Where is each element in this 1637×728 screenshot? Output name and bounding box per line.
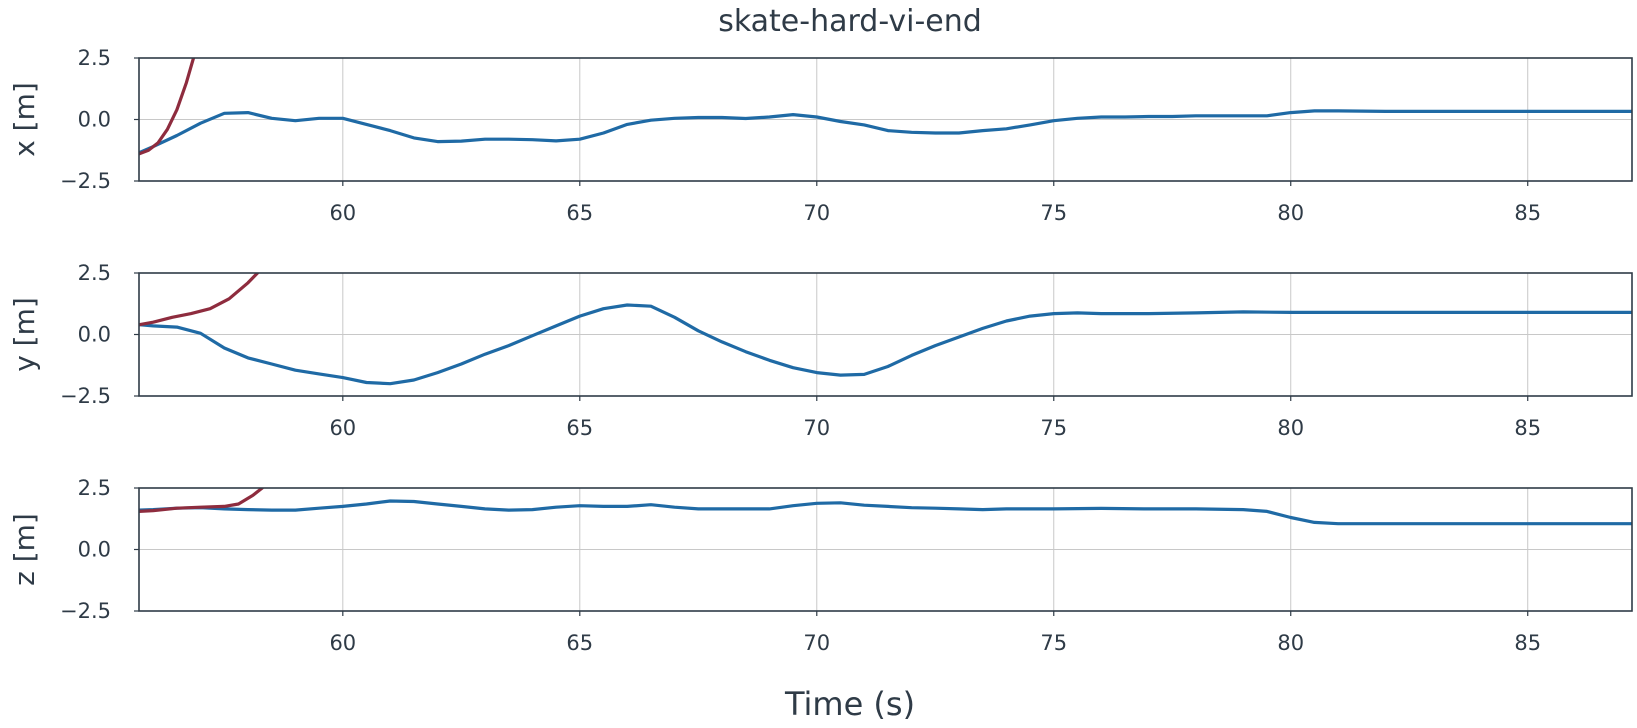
axes-frame [138, 57, 1633, 182]
series-line-x-0 [139, 109, 1632, 155]
x-tick-label: 70 [803, 416, 830, 440]
subplot-y: 60 65 70 75 80 85 2.5 0.0 −2.5 y [m] [8, 261, 1633, 440]
x-tick-label: 60 [329, 416, 356, 440]
y-tick-label: −2.5 [60, 169, 111, 193]
y-tick-label: 0.0 [78, 538, 111, 562]
x-tick-label: 85 [1514, 416, 1541, 440]
axes-frame [138, 487, 1633, 612]
subplot-x: 60 65 70 75 80 85 2.5 0.0 −2.5 x [m] [8, 46, 1633, 225]
x-tick-label: 75 [1040, 201, 1067, 225]
series-line-z-0 [139, 499, 1632, 526]
series-line-y-1 [139, 273, 260, 327]
y-tick-label: −2.5 [60, 384, 111, 408]
y-tick-label: 2.5 [78, 476, 111, 500]
y-tick-label: 2.5 [78, 261, 111, 285]
x-tick-label: 65 [566, 201, 593, 225]
x-tick-label: 65 [566, 631, 593, 655]
y-axis-label: z [m] [8, 513, 41, 586]
axes-frame [138, 272, 1633, 397]
y-tick-label: 2.5 [78, 46, 111, 70]
x-tick-label: 80 [1277, 416, 1304, 440]
x-tick-label: 75 [1040, 631, 1067, 655]
series-line-y-0 [139, 303, 1632, 386]
y-tick-label: 0.0 [78, 108, 111, 132]
x-tick-label: 75 [1040, 416, 1067, 440]
x-axis-label: Time (s) [784, 685, 915, 723]
y-axis-label: x [m] [8, 82, 41, 157]
x-tick-label: 70 [803, 631, 830, 655]
y-tick-label: −2.5 [60, 599, 111, 623]
x-tick-label: 60 [329, 201, 356, 225]
x-tick-label: 80 [1277, 201, 1304, 225]
x-tick-label: 85 [1514, 631, 1541, 655]
x-tick-label: 70 [803, 201, 830, 225]
series-line-z-1 [139, 488, 264, 513]
y-tick-label: 0.0 [78, 323, 111, 347]
chart-title: skate-hard-vi-end [718, 4, 982, 39]
series-line-x-1 [139, 58, 196, 156]
y-axis-label: y [m] [8, 297, 41, 372]
x-tick-label: 85 [1514, 201, 1541, 225]
subplot-z: 60 65 70 75 80 85 2.5 0.0 −2.5 z [m] [8, 476, 1633, 655]
x-tick-label: 65 [566, 416, 593, 440]
x-tick-label: 80 [1277, 631, 1304, 655]
x-tick-label: 60 [329, 631, 356, 655]
